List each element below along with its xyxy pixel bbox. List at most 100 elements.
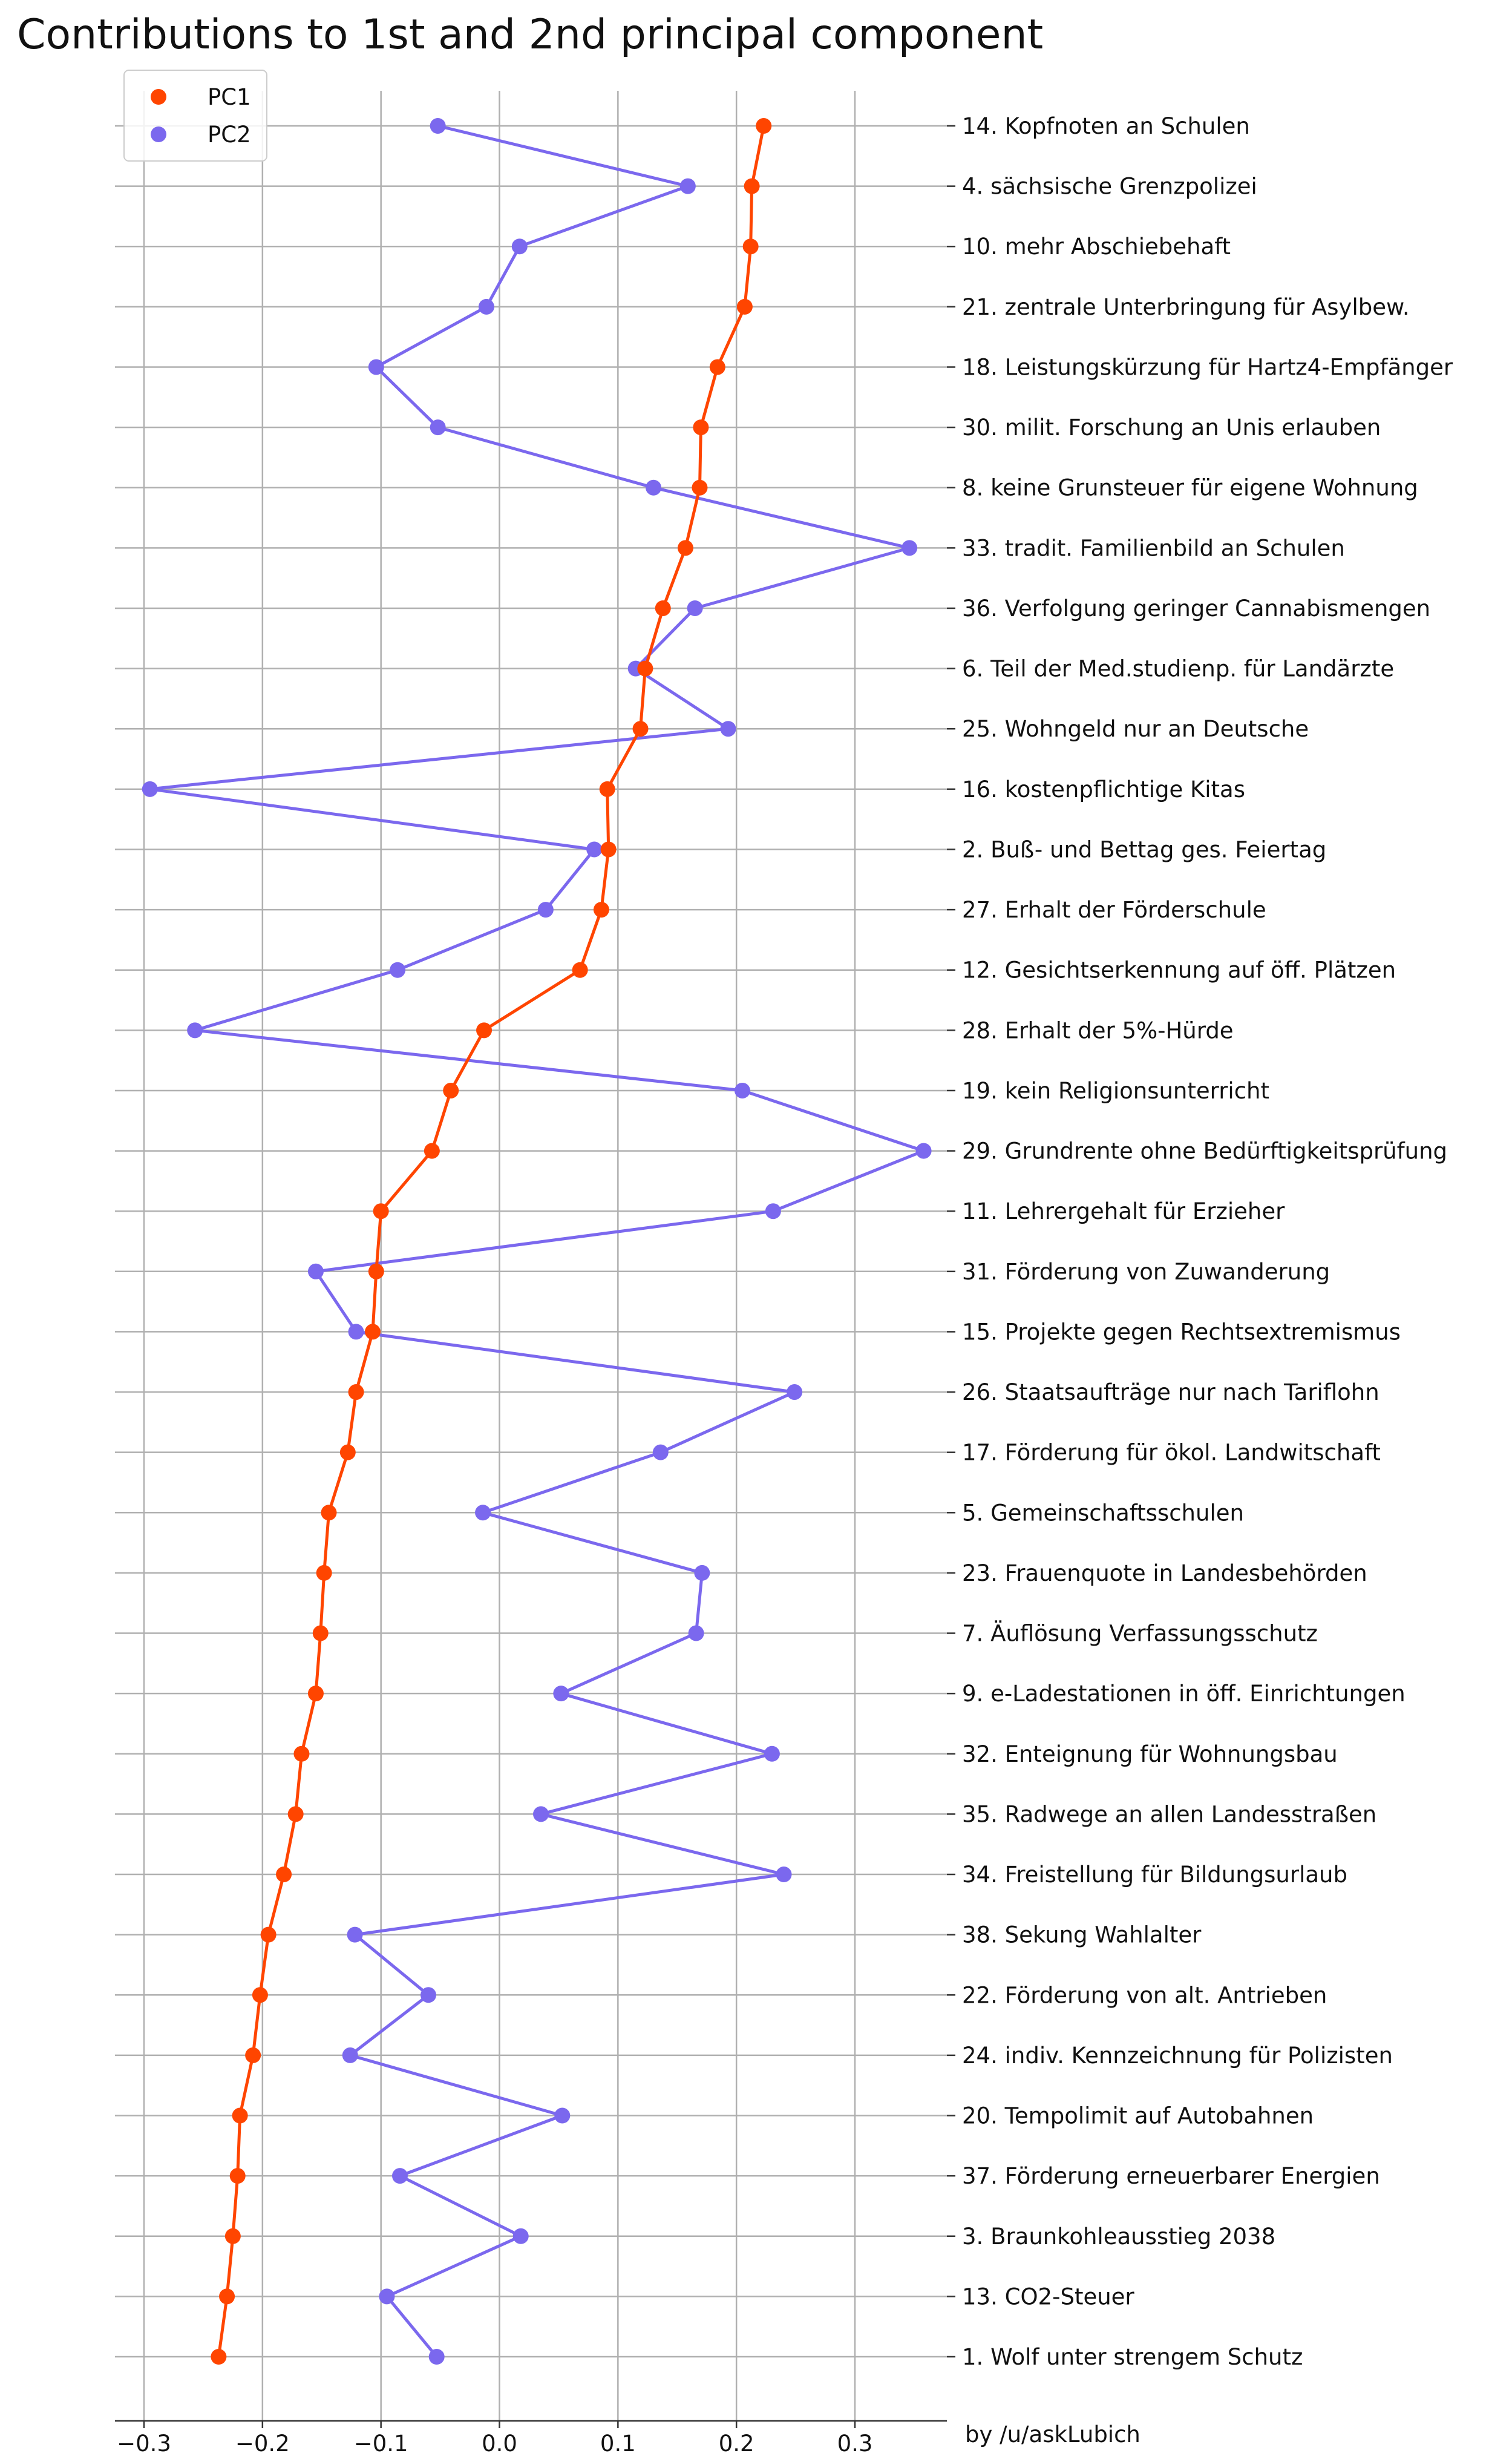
category-label-27: 32. Enteignung für Wohnungsbau xyxy=(962,1741,1338,1767)
category-label-6: 8. keine Grunsteuer für eigene Wohnung xyxy=(962,475,1418,501)
pc1-point-11 xyxy=(599,781,615,797)
pc2-point-21 xyxy=(787,1384,803,1400)
pc2-point-26 xyxy=(553,1686,569,1702)
category-label-21: 26. Staatsaufträge nur nach Tariflohn xyxy=(962,1379,1379,1405)
pc2-point-17 xyxy=(915,1143,932,1159)
pc1-point-16 xyxy=(443,1082,459,1098)
category-label-1: 4. sächsische Grenzpolizei xyxy=(962,174,1257,200)
category-label-3: 21. zentrale Unterbringung für Asylbew. xyxy=(962,294,1410,320)
pc1-point-5 xyxy=(693,419,709,436)
category-label-34: 37. Förderung erneuerbarer Energien xyxy=(962,2163,1380,2189)
category-label-10: 25. Wohngeld nur an Deutsche xyxy=(962,716,1309,742)
category-label-14: 12. Gesichtserkennung auf öff. Plätzen xyxy=(962,957,1396,983)
pc2-point-2 xyxy=(511,238,528,255)
pc2-point-34 xyxy=(392,2168,408,2184)
pc2-point-1 xyxy=(679,178,696,194)
pc2-point-0 xyxy=(430,118,446,134)
pc1-point-32 xyxy=(245,2047,261,2063)
category-label-18: 11. Lehrergehalt für Erzieher xyxy=(962,1198,1285,1224)
category-label-36: 13. CO2-Steuer xyxy=(962,2284,1134,2310)
pc2-point-8 xyxy=(687,600,703,616)
pc1-point-2 xyxy=(742,238,759,255)
pc1-point-25 xyxy=(312,1625,329,1641)
pc1-point-6 xyxy=(692,479,708,496)
pc2-point-28 xyxy=(533,1806,549,1822)
pc2-point-37 xyxy=(428,2349,445,2365)
category-label-28: 35. Radwege an allen Landesstraßen xyxy=(962,1801,1376,1827)
pc2-point-35 xyxy=(512,2228,529,2244)
pc2-point-36 xyxy=(379,2288,395,2305)
pc2-point-11 xyxy=(142,781,158,797)
category-label-35: 3. Braunkohleausstieg 2038 xyxy=(962,2224,1275,2250)
category-label-37: 1. Wolf unter strengem Schutz xyxy=(962,2344,1303,2370)
category-label-15: 28. Erhalt der 5%-Hürde xyxy=(962,1017,1234,1043)
category-label-33: 20. Tempolimit auf Autobahnen xyxy=(962,2103,1314,2129)
pc2-point-23 xyxy=(475,1505,491,1521)
category-label-12: 2. Buß- und Bettag ges. Feiertag xyxy=(962,836,1326,862)
data-series xyxy=(142,118,932,2365)
axes: −0.3 −0.2 −0.1 0.0 0.1 0.2 0.3 xyxy=(115,125,955,2456)
category-label-11: 16. kostenpflichtige Kitas xyxy=(962,777,1245,803)
category-label-32: 24. indiv. Kennzeichnung für Polizisten xyxy=(962,2043,1393,2069)
chart-title: Contributions to 1st and 2nd principal c… xyxy=(17,11,1043,59)
category-label-17: 29. Grundrente ohne Bedürftigkeitsprüfun… xyxy=(962,1138,1447,1164)
pc2-point-12 xyxy=(586,841,603,858)
pc2-point-30 xyxy=(347,1926,363,1943)
legend-pc1-marker xyxy=(151,89,166,105)
pc1-point-9 xyxy=(637,660,653,677)
pc1-point-14 xyxy=(572,962,588,978)
category-label-31: 22. Förderung von alt. Antrieben xyxy=(962,1982,1327,2008)
pc2-point-16 xyxy=(734,1082,750,1098)
pc1-point-1 xyxy=(744,178,760,194)
category-label-9: 6. Teil der Med.studienp. für Landärzte xyxy=(962,656,1394,682)
pc2-point-7 xyxy=(902,540,918,556)
pc1-point-7 xyxy=(677,540,693,556)
pc2-point-29 xyxy=(776,1867,792,1883)
category-label-25: 7. Äuflösung Verfassungsschutz xyxy=(962,1621,1318,1647)
pc1-point-29 xyxy=(276,1867,292,1883)
legend-pc2-label: PC2 xyxy=(208,122,251,148)
pc1-point-13 xyxy=(593,902,609,918)
pc1-point-18 xyxy=(373,1203,389,1220)
category-label-24: 23. Frauenquote in Landesbehörden xyxy=(962,1560,1367,1586)
pc1-point-21 xyxy=(348,1384,364,1400)
pc2-point-14 xyxy=(390,962,406,978)
category-label-13: 27. Erhalt der Förderschule xyxy=(962,897,1266,923)
pc2-point-33 xyxy=(554,2107,571,2124)
pc2-point-18 xyxy=(765,1203,781,1220)
pc1-point-30 xyxy=(260,1926,277,1943)
category-label-22: 17. Förderung für ökol. Landwitschaft xyxy=(962,1440,1381,1466)
category-label-20: 15. Projekte gegen Rechtsextremismus xyxy=(962,1319,1401,1345)
pc2-point-5 xyxy=(430,419,446,436)
legend-pc1-label: PC1 xyxy=(208,84,251,110)
category-label-26: 9. e-Ladestationen in öff. Einrichtungen xyxy=(962,1681,1406,1707)
pc1-point-19 xyxy=(368,1263,384,1279)
pc1-point-23 xyxy=(321,1505,337,1521)
pc2-point-3 xyxy=(478,298,494,315)
pc1-point-3 xyxy=(736,298,753,315)
pc1-point-24 xyxy=(316,1565,332,1581)
pc2-point-13 xyxy=(537,902,554,918)
pc2-point-24 xyxy=(694,1565,710,1581)
legend: PC1 PC2 xyxy=(123,70,267,162)
pc1-point-4 xyxy=(709,359,725,375)
pc1-point-34 xyxy=(229,2168,246,2184)
pc2-point-31 xyxy=(421,1987,436,2003)
legend-pc2-marker xyxy=(151,126,166,142)
pc2-point-15 xyxy=(187,1022,203,1039)
category-label-16: 19. kein Religionsunterricht xyxy=(962,1078,1269,1104)
pc1-point-31 xyxy=(252,1987,268,2003)
credit-text: by /u/askLubich xyxy=(965,2422,1141,2448)
x-tick-label-1: −0.2 xyxy=(235,2431,290,2456)
x-tick-label-2: −0.1 xyxy=(354,2431,408,2456)
category-label-4: 18. Leistungskürzung für Hartz4-Empfänge… xyxy=(962,354,1453,380)
pc1-point-10 xyxy=(632,721,649,737)
pc1-point-12 xyxy=(600,841,617,858)
pc1-point-28 xyxy=(287,1806,304,1822)
pc1-line xyxy=(217,125,765,2357)
pc1-point-36 xyxy=(219,2288,235,2305)
pc2-point-19 xyxy=(307,1263,324,1279)
pc1-point-33 xyxy=(232,2107,248,2124)
category-label-2: 10. mehr Abschiebehaft xyxy=(962,234,1231,260)
